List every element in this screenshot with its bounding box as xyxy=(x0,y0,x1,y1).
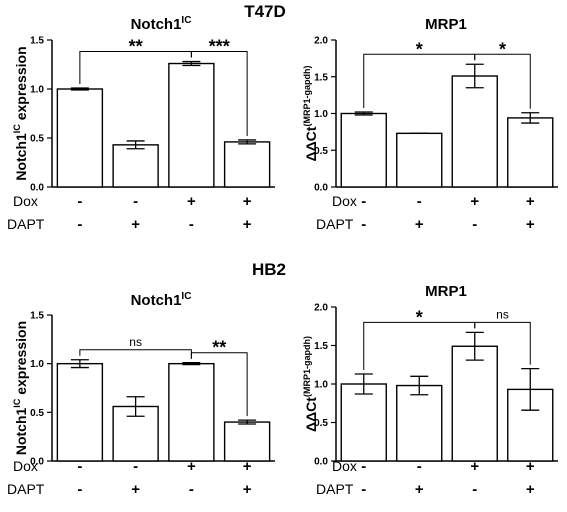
chart3-bar xyxy=(168,362,215,462)
chart4-y-tick-label: 0.5 xyxy=(314,418,328,429)
chart2-y-tick-label: 1.0 xyxy=(314,109,328,120)
chart4-condition-label-dox: Dox xyxy=(332,458,357,474)
chart4-bar xyxy=(396,384,443,462)
chart3-bar xyxy=(223,421,271,462)
chart4-y-tick-label: 1.5 xyxy=(314,341,328,352)
chart3-title: Notch1IC xyxy=(131,291,192,309)
chart2-y-tick-label: 0.5 xyxy=(314,146,328,157)
chart4-condition-mark: + xyxy=(526,481,535,498)
chart2-condition-mark: - xyxy=(361,216,366,233)
chart4-significance-label: ns xyxy=(496,307,509,321)
chart1-condition-label-dapt: DAPT xyxy=(7,216,45,232)
chart3-condition-label-dapt: DAPT xyxy=(7,481,45,497)
chart2-significance-bracket xyxy=(474,53,531,109)
chart2-condition-mark: - xyxy=(361,193,366,210)
chart3-y-tick-label: 0.0 xyxy=(30,457,44,468)
chart3-condition-mark: + xyxy=(187,458,196,475)
chart3-condition-mark: + xyxy=(131,481,140,498)
chart1-bar xyxy=(112,144,159,188)
chart2-bar xyxy=(396,132,443,188)
chart2-condition-mark: + xyxy=(526,216,535,233)
chart3-condition-mark: + xyxy=(243,458,252,475)
chart1-condition-mark: + xyxy=(243,193,252,210)
chart4-condition-mark: + xyxy=(526,458,535,475)
chart3-condition-mark: - xyxy=(133,458,138,475)
chart4-condition-mark: - xyxy=(361,458,366,475)
section-label-t47d: T47D xyxy=(244,2,286,21)
chart1-condition-mark: + xyxy=(131,216,140,233)
chart1-bar xyxy=(56,88,104,188)
chart2-condition-mark: - xyxy=(417,193,422,210)
chart4-condition-label-dapt: DAPT xyxy=(316,481,354,497)
chart2-significance-label: * xyxy=(416,39,423,59)
chart3-y-tick-label: 0.5 xyxy=(30,408,44,419)
chart3-condition-mark: + xyxy=(243,481,252,498)
chart4-significance-bracket xyxy=(474,321,531,365)
chart2-bar xyxy=(507,117,554,188)
chart2-title: MRP1 xyxy=(425,16,467,33)
chart4-bar xyxy=(451,345,498,462)
chart4-condition-mark: - xyxy=(361,481,366,498)
chart4-condition-mark: + xyxy=(415,481,424,498)
chart3-condition-mark: - xyxy=(189,481,194,498)
chart4-y-tick-label: 2.0 xyxy=(314,303,328,314)
chart2-bar xyxy=(451,75,498,188)
chart1-significance-bracket xyxy=(190,51,248,136)
chart1-y-tick-label: 0.5 xyxy=(30,134,44,145)
chart3-condition-label-dox: Dox xyxy=(13,458,38,474)
chart4-bar xyxy=(340,383,387,462)
chart1-condition-mark: + xyxy=(187,193,196,210)
chart4-significance-label: * xyxy=(416,307,423,327)
chart4-condition-mark: - xyxy=(417,458,422,475)
chart1-bar xyxy=(223,141,271,188)
chart4-condition-mark: - xyxy=(472,481,477,498)
chart3-bar xyxy=(56,362,104,462)
chart1-condition-mark: - xyxy=(133,193,138,210)
chart2-y-tick-label: 2.0 xyxy=(314,36,328,47)
chart2-ylabel: ΔΔCt(MRP1-gapdh) xyxy=(302,66,319,162)
chart4-y-tick-label: 1.0 xyxy=(314,380,328,391)
chart1-condition-label-dox: Dox xyxy=(13,193,38,209)
chart2-condition-label-dapt: DAPT xyxy=(316,216,354,232)
chart1-significance-label: *** xyxy=(209,37,230,57)
chart3-significance-label: ** xyxy=(212,338,226,358)
chart1-title: Notch1IC xyxy=(131,15,192,33)
chart2-significance-label: * xyxy=(499,39,506,59)
chart2-condition-mark: + xyxy=(526,193,535,210)
chart3-significance-bracket xyxy=(190,352,248,417)
chart1-bar xyxy=(168,62,215,188)
chart2-condition-mark: + xyxy=(470,193,479,210)
section-label-hb2: HB2 xyxy=(252,260,286,279)
chart2-y-tick-label: 0.0 xyxy=(314,183,328,194)
chart3-condition-mark: - xyxy=(77,481,82,498)
chart1-y-tick-label: 1.5 xyxy=(30,36,44,47)
chart4-title: MRP1 xyxy=(425,283,467,300)
chart1-condition-mark: + xyxy=(243,216,252,233)
chart4-y-tick-label: 0.0 xyxy=(314,457,328,468)
chart3-y-tick-label: 1.0 xyxy=(30,359,44,370)
chart3-ylabel: Notch1IC expression xyxy=(12,321,29,455)
chart2-condition-mark: + xyxy=(415,216,424,233)
chart1-condition-mark: - xyxy=(77,216,82,233)
chart1-condition-mark: - xyxy=(189,216,194,233)
chart4-condition-mark: + xyxy=(470,458,479,475)
chart3-significance-label: ns xyxy=(129,335,142,349)
chart2-condition-label-dox: Dox xyxy=(332,193,357,209)
chart1-ylabel: Notch1IC expression xyxy=(12,46,29,180)
chart3-condition-mark: - xyxy=(77,458,82,475)
chart1-significance-label: ** xyxy=(129,37,143,57)
chart2-condition-mark: - xyxy=(472,216,477,233)
chart3-significance-bracket xyxy=(79,349,192,359)
chart3-y-tick-label: 1.5 xyxy=(30,311,44,322)
chart1-condition-mark: - xyxy=(77,193,82,210)
chart2-bar xyxy=(340,112,387,188)
chart4-ylabel: ΔΔCt(MRP1-gapdh) xyxy=(302,336,319,432)
chart2-y-tick-label: 1.5 xyxy=(314,72,328,83)
chart1-y-tick-label: 1.0 xyxy=(30,85,44,96)
chart1-y-tick-label: 0.0 xyxy=(30,183,44,194)
